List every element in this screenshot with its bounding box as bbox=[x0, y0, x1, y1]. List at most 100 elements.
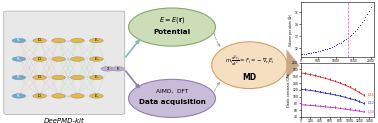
Point bbox=[329, 46, 335, 48]
Point bbox=[342, 83, 348, 85]
Point bbox=[327, 93, 333, 95]
Point bbox=[317, 75, 323, 77]
Point bbox=[332, 105, 338, 107]
Point bbox=[332, 107, 338, 109]
Point bbox=[332, 80, 338, 82]
Ellipse shape bbox=[129, 8, 215, 46]
Text: $m_i\frac{d^2r_i}{dt^2}=F_i=-\nabla_{r_i}E_i$: $m_i\frac{d^2r_i}{dt^2}=F_i=-\nabla_{r_i… bbox=[225, 54, 274, 69]
Point bbox=[342, 96, 348, 98]
Point bbox=[317, 92, 323, 94]
Point bbox=[307, 89, 313, 91]
Point bbox=[327, 79, 333, 81]
Circle shape bbox=[71, 57, 84, 61]
Point bbox=[322, 91, 328, 93]
Point bbox=[312, 74, 318, 76]
Point bbox=[307, 105, 313, 107]
Text: $R_2$: $R_2$ bbox=[16, 74, 22, 81]
Point bbox=[317, 76, 323, 78]
Point bbox=[345, 37, 351, 39]
Point bbox=[297, 53, 304, 55]
Point bbox=[301, 53, 307, 55]
Point bbox=[347, 85, 353, 87]
Point bbox=[307, 90, 313, 92]
Point bbox=[355, 26, 361, 28]
Point bbox=[337, 107, 343, 109]
Text: $C_{11}$: $C_{11}$ bbox=[367, 92, 375, 99]
Point bbox=[342, 96, 348, 98]
Circle shape bbox=[101, 67, 115, 71]
Point bbox=[356, 92, 363, 94]
Point bbox=[317, 50, 323, 52]
Circle shape bbox=[71, 38, 84, 43]
Point bbox=[347, 97, 353, 99]
Point bbox=[337, 93, 343, 95]
Point bbox=[302, 105, 308, 107]
Circle shape bbox=[71, 94, 84, 98]
Point bbox=[327, 47, 333, 49]
Point bbox=[297, 89, 304, 91]
Point bbox=[327, 78, 333, 80]
Point bbox=[297, 103, 304, 105]
Point bbox=[356, 109, 363, 111]
Point bbox=[297, 73, 304, 75]
Point bbox=[347, 96, 353, 98]
Ellipse shape bbox=[129, 79, 215, 117]
Point bbox=[361, 95, 367, 97]
Point bbox=[302, 103, 308, 105]
Point bbox=[312, 105, 318, 107]
Point bbox=[352, 109, 358, 111]
Point bbox=[341, 39, 347, 41]
Point bbox=[332, 81, 338, 83]
Point bbox=[317, 105, 323, 107]
Point bbox=[333, 44, 339, 46]
Point bbox=[337, 96, 343, 98]
Point bbox=[315, 50, 321, 52]
Text: MD: MD bbox=[242, 73, 257, 82]
Point bbox=[352, 108, 358, 110]
Point bbox=[317, 105, 323, 107]
Point bbox=[297, 88, 304, 90]
Point bbox=[327, 79, 333, 81]
Circle shape bbox=[111, 67, 125, 71]
Point bbox=[327, 105, 333, 107]
Point bbox=[307, 89, 313, 91]
Point bbox=[342, 97, 348, 99]
Point bbox=[356, 92, 363, 93]
Point bbox=[322, 92, 328, 93]
Circle shape bbox=[33, 57, 46, 61]
Y-axis label: Elastic constants (GPa): Elastic constants (GPa) bbox=[287, 73, 291, 107]
Point bbox=[307, 104, 313, 106]
Circle shape bbox=[52, 57, 65, 61]
Point bbox=[310, 52, 316, 54]
Point bbox=[356, 99, 363, 101]
Point bbox=[356, 111, 363, 113]
Point bbox=[332, 106, 338, 108]
Point bbox=[366, 10, 372, 12]
Point bbox=[297, 70, 304, 72]
Point bbox=[356, 91, 363, 93]
Point bbox=[307, 88, 313, 90]
Point bbox=[347, 86, 353, 88]
Text: $E_2$: $E_2$ bbox=[94, 74, 99, 81]
Point bbox=[361, 94, 367, 96]
Point bbox=[297, 72, 304, 74]
Point bbox=[356, 109, 363, 111]
Point bbox=[320, 49, 326, 51]
Point bbox=[297, 104, 304, 106]
Ellipse shape bbox=[212, 42, 287, 89]
Point bbox=[312, 89, 318, 91]
Point bbox=[297, 102, 304, 104]
Point bbox=[356, 90, 363, 92]
Point bbox=[356, 101, 363, 103]
Point bbox=[322, 93, 328, 95]
Point bbox=[317, 91, 323, 93]
Text: $E=E(\mathbf{r})$: $E=E(\mathbf{r})$ bbox=[159, 15, 185, 25]
Y-axis label: Volume per atom (Å³): Volume per atom (Å³) bbox=[288, 13, 293, 46]
Text: Σ: Σ bbox=[107, 67, 109, 71]
Point bbox=[322, 105, 328, 107]
Point bbox=[331, 45, 337, 47]
Point bbox=[297, 88, 304, 90]
Point bbox=[297, 104, 304, 106]
Point bbox=[317, 104, 323, 106]
Point bbox=[342, 107, 348, 109]
